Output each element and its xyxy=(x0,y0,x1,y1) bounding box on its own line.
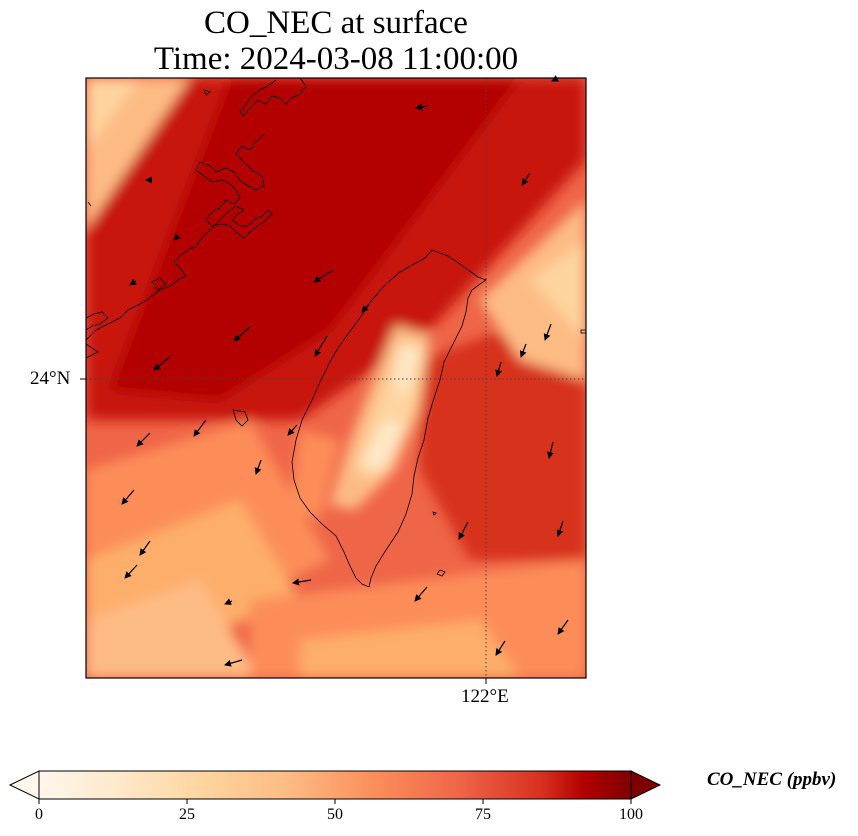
map-title: CO_NEC at surface xyxy=(204,5,468,41)
colorbar-tick-label: 75 xyxy=(475,806,491,823)
wind-vector xyxy=(556,520,564,537)
wind-vector xyxy=(458,521,469,540)
wind-vector xyxy=(173,233,181,241)
wind-vector xyxy=(495,640,506,656)
china-coastline xyxy=(203,89,211,96)
china-coastline xyxy=(87,201,92,207)
islet xyxy=(580,329,586,334)
colorbar-label: CO_NEC (ppbv) xyxy=(707,769,837,790)
colorbar-extend-min xyxy=(8,770,40,800)
wind-vector xyxy=(254,459,262,475)
lon-tick-label: 122°E xyxy=(461,686,509,707)
colorbar-extend-max xyxy=(630,770,662,800)
wind-vector xyxy=(233,326,251,342)
wind-vector xyxy=(121,489,135,505)
map-frame xyxy=(85,77,587,679)
wind-vector xyxy=(521,172,531,186)
china-coastline xyxy=(86,311,109,331)
islet xyxy=(432,511,437,516)
wind-vector xyxy=(314,335,328,357)
lat-tick-label: 24°N xyxy=(30,368,71,389)
coastlines xyxy=(86,78,586,588)
wind-vector xyxy=(292,578,312,586)
wind-vector xyxy=(136,432,151,447)
taiwan-coastline xyxy=(291,249,487,588)
wind-vector xyxy=(313,269,334,283)
wind-vector xyxy=(551,75,559,82)
wind-vector xyxy=(224,598,233,605)
wind-vector xyxy=(547,441,554,459)
gridlines xyxy=(86,78,586,678)
china-coastline xyxy=(151,277,167,291)
penghu-islands xyxy=(232,409,249,427)
wind-vector xyxy=(129,278,137,286)
wind-vector xyxy=(124,564,138,579)
concentration-field xyxy=(86,78,586,678)
wind-vector xyxy=(543,323,552,341)
wind-vector xyxy=(224,659,243,667)
china-coastline xyxy=(86,78,307,359)
wind-vector xyxy=(414,586,428,602)
colorbar-tick-label: 25 xyxy=(179,806,195,823)
wind-vectors xyxy=(121,75,569,667)
colorbar xyxy=(8,770,662,804)
wind-vector xyxy=(415,103,429,111)
colorbar-tick-label: 0 xyxy=(35,806,43,823)
wind-vector xyxy=(495,361,503,377)
map-figure xyxy=(80,75,587,684)
colorbar-tick-label: 100 xyxy=(619,806,643,823)
wind-vector xyxy=(287,424,298,436)
wind-vector xyxy=(153,356,171,371)
map-subtitle-time: Time: 2024-03-08 11:00:00 xyxy=(153,41,519,77)
islet xyxy=(436,569,446,577)
wind-vector xyxy=(139,540,151,556)
colorbar-gradient xyxy=(38,770,632,800)
wind-vector xyxy=(361,303,370,313)
colorbar-tick-label: 50 xyxy=(327,806,343,823)
colorbar-ticks xyxy=(38,799,632,804)
wind-vector xyxy=(557,619,569,635)
wind-vector xyxy=(193,419,207,437)
wind-vector xyxy=(519,343,527,358)
